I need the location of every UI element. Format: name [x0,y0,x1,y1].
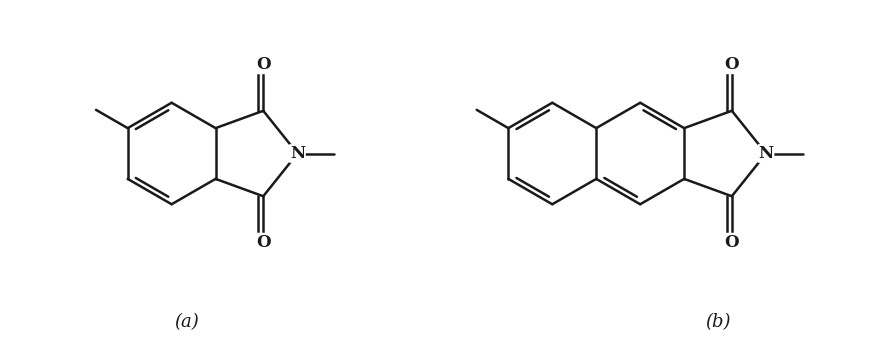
Text: (b): (b) [706,313,731,331]
Text: O: O [256,234,270,251]
Text: N: N [290,145,305,162]
Text: O: O [725,56,739,73]
Text: O: O [725,234,739,251]
Text: N: N [758,145,774,162]
Text: O: O [256,56,270,73]
Text: (a): (a) [174,313,199,331]
